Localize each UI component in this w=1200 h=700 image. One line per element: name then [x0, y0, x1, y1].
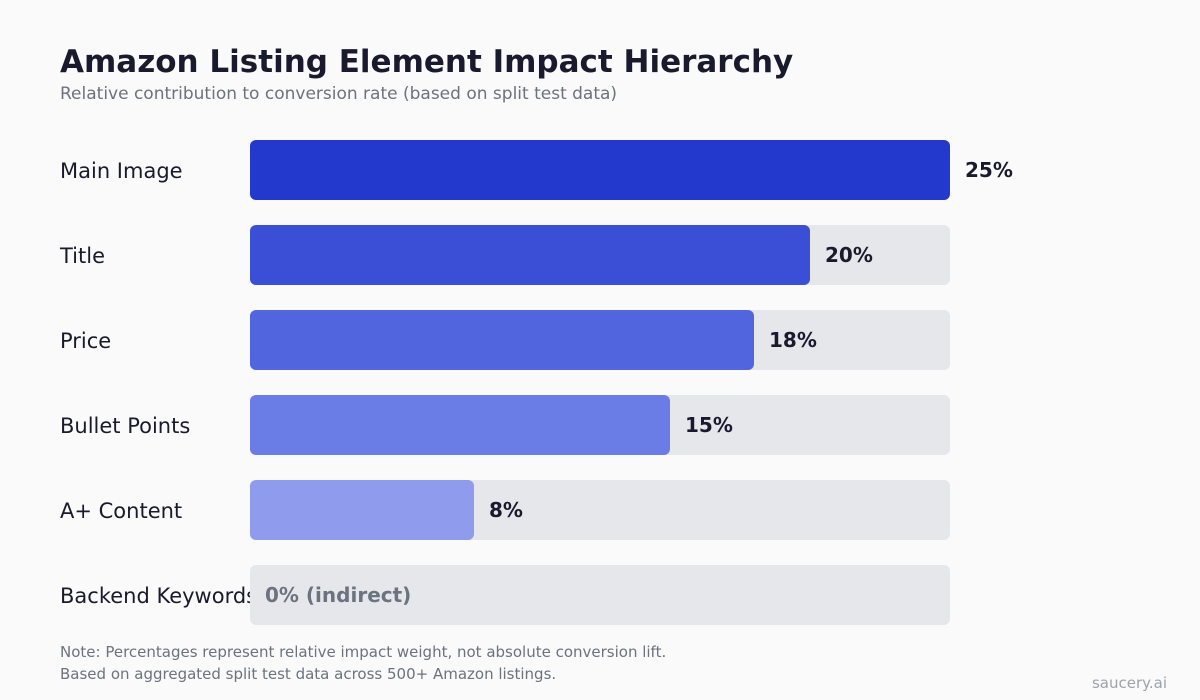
footnote-line-2: Based on aggregated split test data acro… [60, 665, 557, 683]
bar [250, 395, 670, 455]
bar [250, 480, 474, 540]
bar-row: Title 20% [0, 225, 1200, 287]
value-label: 25% [965, 158, 1013, 182]
category-label: Title [60, 244, 106, 268]
value-label: 8% [489, 498, 523, 522]
value-label: 0% (indirect) [265, 583, 412, 607]
brand-watermark: saucery.ai [1091, 674, 1167, 692]
category-label: Backend Keywords [60, 584, 258, 608]
bar [250, 140, 950, 200]
value-label: 15% [685, 413, 733, 437]
category-label: Price [60, 329, 112, 353]
category-label: Bullet Points [60, 414, 191, 438]
value-label: 18% [769, 328, 817, 352]
bar-row: A+ Content 8% [0, 480, 1200, 542]
category-label: Main Image [60, 159, 183, 183]
chart-title: Amazon Listing Element Impact Hierarchy [60, 44, 794, 80]
value-label: 20% [825, 243, 873, 267]
category-label: A+ Content [60, 499, 183, 523]
chart-subtitle: Relative contribution to conversion rate… [60, 84, 618, 104]
bar-row: Backend Keywords 0% (indirect) [0, 565, 1200, 627]
footnote-line-1: Note: Percentages represent relative imp… [60, 643, 667, 661]
bar [250, 310, 754, 370]
bar-row: Price 18% [0, 310, 1200, 372]
bar [250, 225, 810, 285]
bar-track [250, 565, 950, 625]
bar-row: Main Image 25% [0, 140, 1200, 202]
bar-row: Bullet Points 15% [0, 395, 1200, 457]
